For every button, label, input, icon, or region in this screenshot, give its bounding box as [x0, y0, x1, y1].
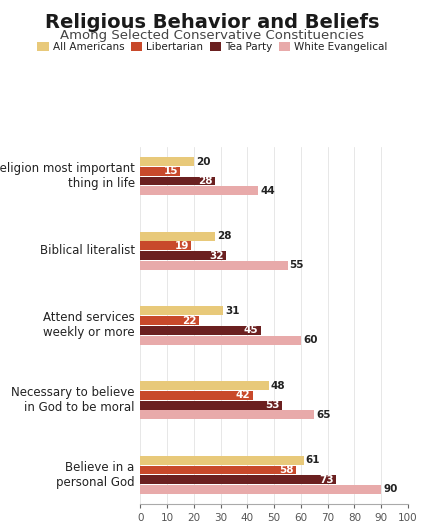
Bar	[140, 242, 191, 250]
Bar	[140, 186, 258, 195]
Bar	[140, 307, 223, 316]
Text: 90: 90	[383, 485, 398, 495]
Text: 53: 53	[266, 400, 280, 410]
Bar	[140, 410, 314, 419]
Text: 19: 19	[175, 241, 189, 251]
Text: 22: 22	[182, 316, 197, 326]
Text: 58: 58	[279, 465, 293, 475]
Text: 42: 42	[236, 390, 251, 401]
Bar	[140, 232, 215, 241]
Text: 28: 28	[198, 176, 213, 186]
Text: 31: 31	[225, 306, 240, 316]
Text: 28: 28	[217, 231, 232, 242]
Bar	[140, 335, 301, 344]
Text: 44: 44	[260, 186, 275, 196]
Bar	[140, 466, 295, 475]
Bar	[140, 485, 381, 494]
Text: 20: 20	[196, 156, 210, 166]
Bar	[140, 167, 180, 176]
Bar	[140, 326, 261, 335]
Bar	[140, 381, 269, 390]
Bar	[140, 261, 288, 270]
Text: 73: 73	[319, 475, 334, 485]
Text: Religious Behavior and Beliefs: Religious Behavior and Beliefs	[45, 13, 380, 32]
Text: 55: 55	[290, 260, 304, 270]
Text: 60: 60	[303, 335, 317, 345]
Bar	[140, 391, 253, 400]
Bar	[140, 475, 336, 484]
Text: 48: 48	[271, 381, 286, 391]
Text: 45: 45	[244, 326, 258, 335]
Bar	[140, 157, 194, 166]
Bar	[140, 456, 303, 465]
Bar	[140, 401, 282, 410]
Bar	[140, 316, 199, 325]
Bar	[140, 251, 226, 260]
Text: 32: 32	[209, 250, 224, 261]
Text: 61: 61	[306, 455, 320, 465]
Text: 15: 15	[164, 166, 178, 176]
Bar	[140, 176, 215, 185]
Text: Among Selected Conservative Constituencies: Among Selected Conservative Constituenci…	[60, 29, 365, 42]
Legend: All Americans, Libertarian, Tea Party, White Evangelical: All Americans, Libertarian, Tea Party, W…	[37, 42, 388, 52]
Text: 65: 65	[317, 410, 331, 420]
